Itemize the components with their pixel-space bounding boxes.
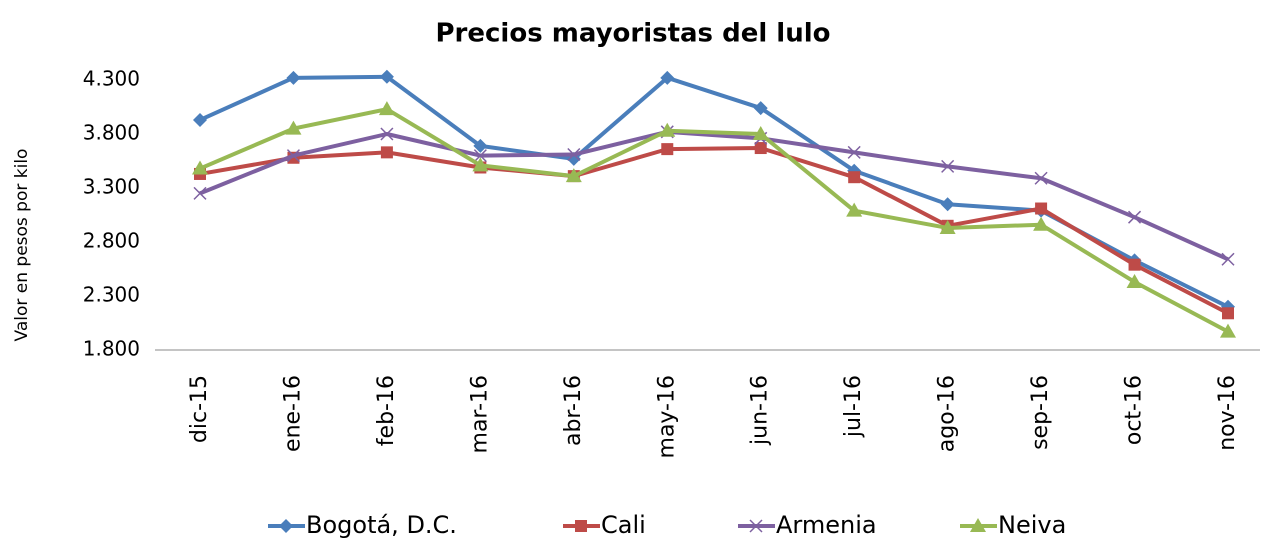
legend-marker [279, 519, 293, 533]
marker [846, 202, 863, 217]
marker [565, 168, 582, 183]
legend-marker [575, 520, 587, 532]
marker [848, 171, 861, 184]
x-tick-label: dic-15 [187, 375, 212, 443]
x-tick-label: jun-16 [748, 375, 773, 446]
x-tick-label: oct-16 [1122, 375, 1147, 445]
marker [941, 159, 955, 173]
x-tick-label: ene-16 [280, 375, 305, 452]
marker [660, 70, 675, 85]
marker [1220, 323, 1236, 338]
x-tick-label: jul-16 [841, 375, 866, 438]
marker [1222, 307, 1234, 320]
marker [753, 101, 768, 116]
marker [379, 69, 394, 84]
marker [847, 145, 861, 159]
legend-label: Bogotá, D.C. [306, 511, 457, 539]
legend-marker [749, 519, 763, 533]
marker [752, 126, 769, 140]
marker [1033, 216, 1050, 231]
marker [473, 149, 487, 163]
marker [661, 143, 674, 156]
marker [193, 112, 207, 127]
x-tick-label: abr-16 [561, 375, 586, 446]
marker [939, 219, 956, 234]
y-tick-label: 1.800 [83, 337, 140, 361]
marker [1128, 210, 1142, 224]
y-tick-label: 3.800 [83, 121, 140, 145]
marker [1035, 202, 1048, 215]
legend-label: Armenia [776, 511, 877, 539]
y-tick-label: 2.800 [83, 229, 140, 253]
x-tick-label: feb-16 [374, 375, 399, 446]
marker [473, 138, 488, 153]
x-tick-label: mar-16 [467, 375, 492, 453]
marker [192, 160, 208, 175]
y-tick-label: 4.300 [83, 67, 140, 91]
marker [378, 101, 395, 116]
y-tick-label: 3.300 [83, 175, 140, 199]
marker [380, 146, 393, 159]
legend-marker [970, 518, 986, 532]
x-tick-label: nov-16 [1215, 375, 1240, 451]
marker [659, 122, 676, 137]
marker [940, 197, 955, 212]
chart-title: Precios mayoristas del lulo [436, 19, 831, 49]
marker [1221, 252, 1235, 266]
x-tick-label: ago-16 [935, 375, 960, 452]
marker [567, 147, 581, 162]
marker [193, 186, 207, 200]
x-tick-label: may-16 [654, 375, 679, 458]
series-line [199, 146, 1229, 316]
marker [1126, 273, 1143, 288]
legend-label: Cali [601, 511, 646, 539]
y-axis-title: Valor en pesos por kilo [12, 149, 32, 342]
series-line [199, 129, 1229, 262]
marker [754, 142, 767, 155]
x-tick-label: sep-16 [1028, 375, 1053, 450]
legend-label: Neiva [998, 511, 1066, 539]
marker [380, 127, 394, 141]
marker [285, 120, 302, 135]
marker [1128, 258, 1141, 271]
marker [286, 149, 300, 163]
y-tick-label: 2.300 [83, 283, 140, 307]
marker [472, 157, 489, 172]
marker [1034, 171, 1048, 185]
series-line [199, 107, 1229, 334]
marker [286, 70, 301, 85]
